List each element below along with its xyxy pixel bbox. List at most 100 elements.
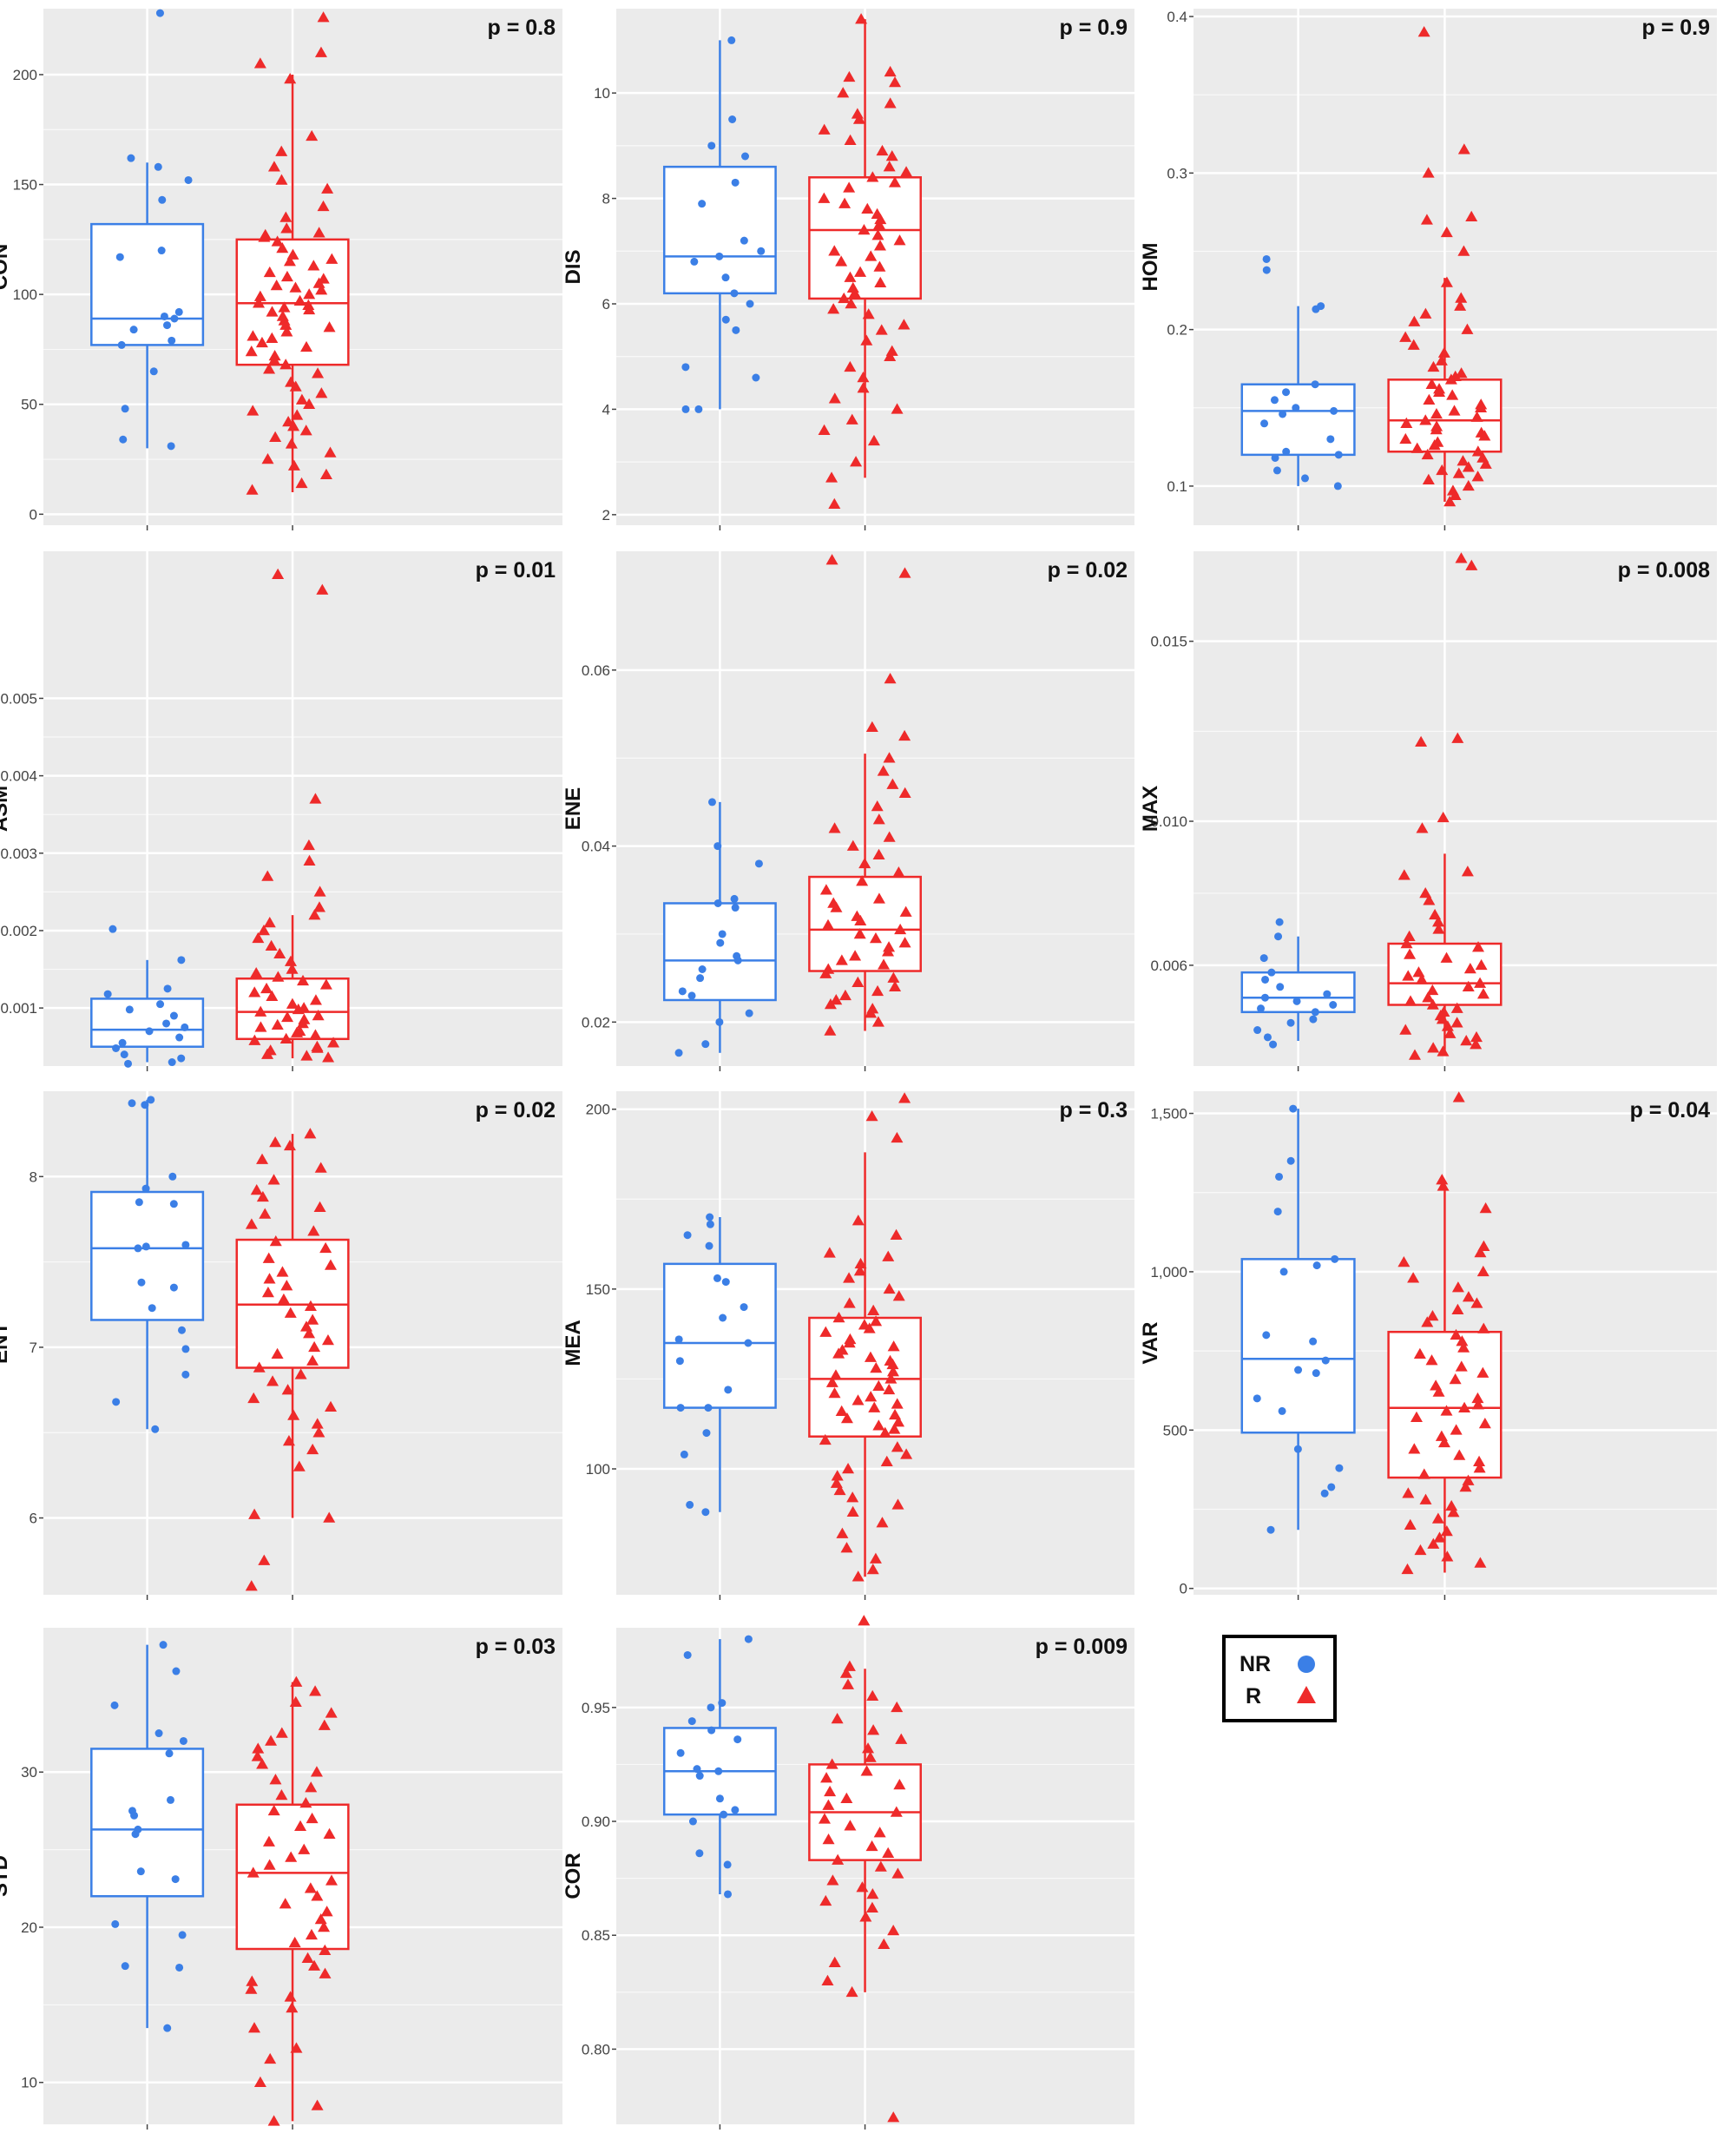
point-r <box>294 1368 307 1379</box>
point-r <box>1402 1487 1415 1498</box>
point-r <box>884 65 897 77</box>
point-r <box>1432 916 1445 927</box>
point-nr <box>130 1811 139 1820</box>
point-nr <box>740 236 748 245</box>
point-nr <box>108 925 117 933</box>
point-r <box>267 1174 280 1185</box>
point-nr <box>1266 1525 1275 1534</box>
point-nr <box>690 257 699 266</box>
point-r <box>282 1435 295 1446</box>
point-nr <box>707 798 716 806</box>
point-r <box>887 1924 900 1936</box>
point-nr <box>178 1931 187 1939</box>
y-tick-label: 0.1 <box>1167 478 1187 495</box>
point-r <box>1465 210 1478 222</box>
p-value-label: p = 0.03 <box>476 1635 556 1659</box>
point-r <box>1425 1354 1438 1366</box>
point-r <box>871 229 884 240</box>
y-tick-label: 0.015 <box>1150 634 1187 650</box>
point-r <box>1478 1418 1491 1429</box>
point-r <box>890 1806 903 1817</box>
point-nr <box>715 252 724 260</box>
point-nr <box>1273 1208 1282 1216</box>
point-r <box>1472 941 1485 952</box>
point-nr <box>160 312 168 320</box>
p-value-label: p = 0.02 <box>1048 558 1128 583</box>
point-r <box>1471 445 1484 457</box>
y-tick-label: 0.80 <box>582 2041 610 2057</box>
point-r <box>263 917 276 928</box>
point-r <box>865 1391 878 1402</box>
point-r <box>1455 1360 1468 1372</box>
point-r <box>265 939 278 951</box>
point-r <box>305 1781 318 1793</box>
point-r <box>824 1024 837 1036</box>
point-nr <box>714 1767 723 1775</box>
point-r <box>317 11 330 23</box>
point-r <box>825 1758 838 1769</box>
point-r <box>844 134 857 146</box>
point-nr <box>730 289 739 298</box>
point-r <box>867 1304 880 1315</box>
point-nr <box>147 1096 155 1104</box>
point-r <box>1430 407 1443 419</box>
point-nr <box>157 247 166 255</box>
point-r <box>883 831 896 842</box>
point-nr <box>718 930 727 938</box>
point-r <box>324 446 337 458</box>
point-r <box>250 966 263 978</box>
point-r <box>1450 1328 1463 1340</box>
point-r <box>312 901 326 912</box>
point-r <box>855 13 868 24</box>
point-r <box>319 468 332 480</box>
point-r <box>263 1859 276 1870</box>
point-r <box>1419 1493 1432 1504</box>
point-nr <box>683 1231 692 1240</box>
point-r <box>1448 405 1461 416</box>
point-r <box>294 1820 307 1832</box>
point-r <box>898 1092 911 1103</box>
point-r <box>253 1361 266 1373</box>
point-r <box>1454 300 1467 311</box>
point-r <box>1421 448 1434 460</box>
y-axis-label: MAX <box>1139 786 1162 832</box>
point-r <box>1413 1347 1426 1359</box>
point-nr <box>707 1726 716 1735</box>
point-r <box>882 945 895 957</box>
point-r <box>873 260 886 272</box>
point-r <box>1407 1272 1420 1283</box>
point-r <box>846 839 859 851</box>
point-r <box>266 990 279 1001</box>
point-r <box>1441 1550 1454 1562</box>
point-r <box>1455 552 1468 563</box>
point-r <box>1470 411 1483 422</box>
y-tick-label: 500 <box>1163 1422 1187 1438</box>
point-r <box>1450 1002 1463 1013</box>
point-r <box>846 1505 859 1517</box>
point-r <box>302 299 315 311</box>
point-r <box>252 1742 265 1754</box>
point-nr <box>1282 447 1291 456</box>
point-r <box>256 1153 269 1164</box>
point-r <box>835 954 848 965</box>
point-r <box>303 398 316 409</box>
p-value-label: p = 0.8 <box>487 16 556 40</box>
point-r <box>309 793 322 804</box>
point-r <box>327 1037 340 1048</box>
point-nr <box>163 984 172 993</box>
point-nr <box>687 991 696 1000</box>
p-value-label: p = 0.3 <box>1059 1098 1128 1122</box>
point-nr <box>1294 1366 1303 1374</box>
point-r <box>818 424 831 435</box>
point-r <box>841 1678 854 1689</box>
point-r <box>290 1675 303 1687</box>
point-r <box>291 409 304 420</box>
point-nr <box>159 1641 168 1649</box>
point-nr <box>145 1027 154 1036</box>
point-r <box>269 1774 282 1785</box>
point-r <box>309 1685 322 1696</box>
point-r <box>245 1983 258 1994</box>
point-r <box>884 97 897 109</box>
point-r <box>898 567 911 578</box>
